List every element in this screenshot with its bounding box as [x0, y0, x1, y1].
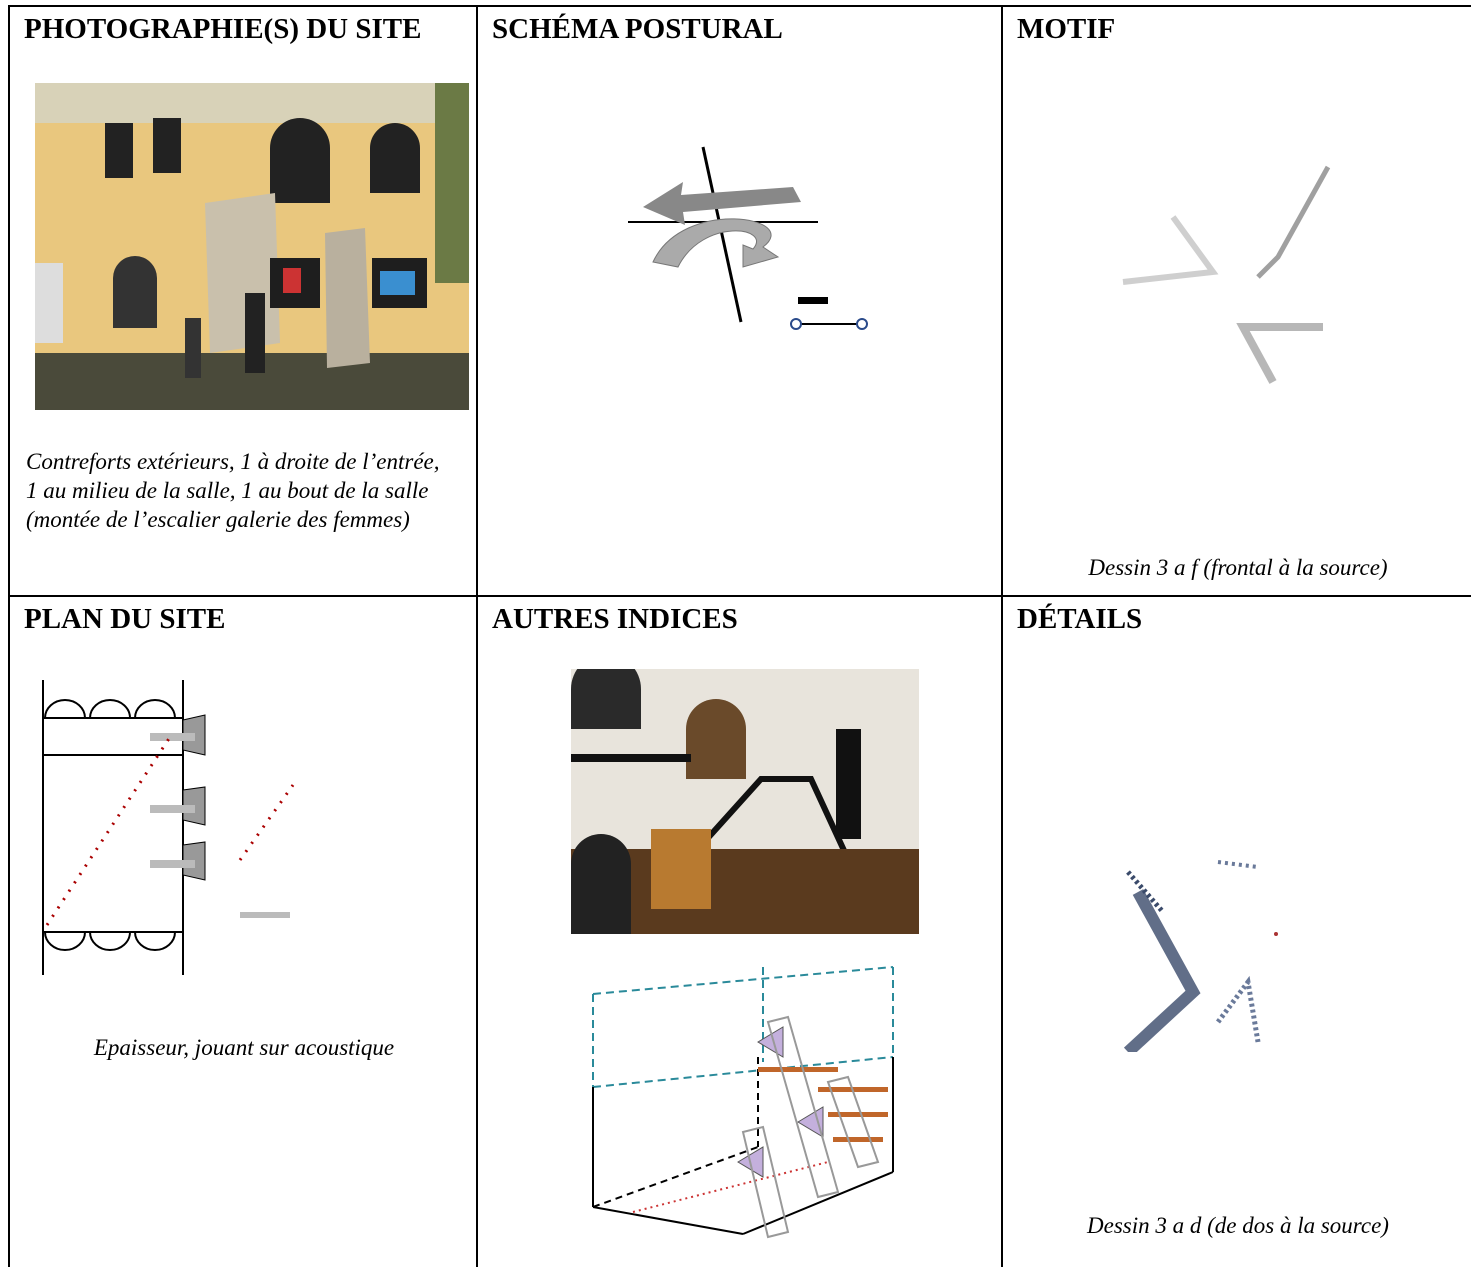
cell: DÉTAILS Dessin 3 a d (de dos à la source…	[1001, 595, 1471, 1267]
detail-sketch	[1123, 860, 1278, 1052]
cell-title: PHOTOGRAPHIE(S) DU SITE	[24, 13, 422, 45]
interior-photo	[571, 669, 919, 934]
cell-title: PLAN DU SITE	[24, 603, 226, 635]
motif-sketch	[1122, 165, 1331, 384]
postural-diagram	[628, 146, 868, 330]
cell: AUTRES INDICES	[476, 595, 1001, 1267]
cell-title: MOTIF	[1017, 13, 1116, 45]
cell: SCHÉMA POSTURAL	[476, 5, 1001, 595]
site-plan	[42, 680, 295, 975]
caption: Dessin 3 a d (de dos à la source)	[1087, 1213, 1389, 1238]
site-photo	[35, 83, 469, 410]
space-diagram	[592, 966, 894, 1239]
caption: Contreforts extérieurs, 1 à droite de l’…	[26, 449, 440, 532]
cell-title: SCHÉMA POSTURAL	[492, 13, 783, 45]
cell: MOTIF Dessin 3 a f (frontal à la source)	[1001, 5, 1471, 595]
caption: Dessin 3 a f (frontal à la source)	[1088, 555, 1388, 580]
cell: PLAN DU SITE Epaisseur, jouant sur acous…	[8, 595, 476, 1267]
cell: PHOTOGRAPHIE(S) DU SITE Contreforts exté…	[8, 5, 476, 595]
cell-title: DÉTAILS	[1017, 603, 1143, 635]
cell-title: AUTRES INDICES	[492, 603, 738, 635]
caption: Epaisseur, jouant sur acoustique	[93, 1035, 395, 1060]
